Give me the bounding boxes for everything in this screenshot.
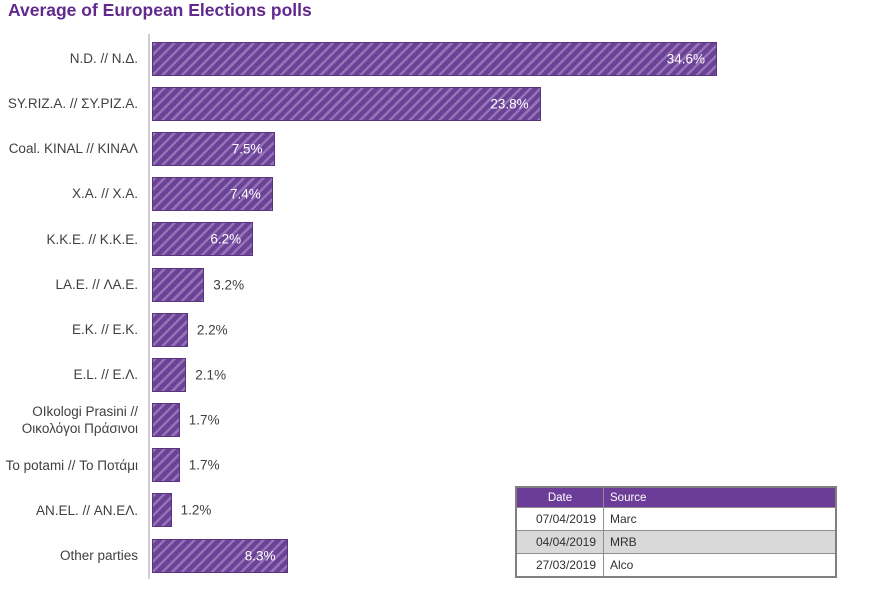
bar-track: 34.6% <box>150 41 880 76</box>
bar: 23.8% <box>152 86 541 121</box>
bar <box>152 267 205 302</box>
bar <box>152 312 188 347</box>
table-header-row: Date Source <box>515 486 837 508</box>
bar: 6.2% <box>152 222 254 257</box>
table-row: 07/04/2019 Marc <box>515 507 837 531</box>
bar <box>152 403 180 438</box>
chart-rows: N.D. // Ν.Δ. 34.6% SY.RIZ.A. // ΣΥ.ΡΙΖ.Α. 2… <box>0 36 880 578</box>
chart-row: Other parties 8.3% <box>0 533 880 578</box>
chart-row: X.A. // Χ.Α. 7.4% <box>0 172 880 217</box>
category-label: Other parties <box>59 547 138 563</box>
bar: 7.5% <box>152 131 275 166</box>
bar: 7.4% <box>152 177 273 212</box>
bar: 34.6% <box>152 41 717 76</box>
value-label: 2.2% <box>196 322 228 338</box>
chart-row: K.K.E. // Κ.Κ.Ε. 6.2% <box>0 217 880 262</box>
table-cell-source: Marc <box>603 507 837 531</box>
table-row: 27/03/2019 Alco <box>515 553 837 578</box>
chart-row: AN.EL. // ΑΝ.ΕΛ. 1.2% <box>0 488 880 533</box>
bar-track: 6.2% <box>150 222 880 257</box>
chart-row: E.L. // Ε.Λ. 2.1% <box>0 352 880 397</box>
category-label: OIkologi Prasini // Οικολόγοι Πράσινοι <box>21 403 138 437</box>
value-label: 7.5% <box>231 141 263 157</box>
bar-track: 8.3% <box>150 538 880 573</box>
bar-track: 23.8% <box>150 86 880 121</box>
category-label: E.K. // Ε.Κ. <box>71 321 138 337</box>
bar-track: 1.7% <box>150 448 880 483</box>
bar <box>152 448 180 483</box>
value-label: 3.2% <box>213 277 245 293</box>
table-cell-date: 07/04/2019 <box>515 507 604 531</box>
value-label: 6.2% <box>210 231 242 247</box>
bar-track: 2.1% <box>150 357 880 392</box>
table-row: 04/04/2019 MRB <box>515 530 837 554</box>
bar-track: 1.2% <box>150 493 880 528</box>
bar-track: 7.5% <box>150 131 880 166</box>
bar-chart: N.D. // Ν.Δ. 34.6% SY.RIZ.A. // ΣΥ.ΡΙΖ.Α. 2… <box>0 36 880 578</box>
table-cell-source: Alco <box>603 553 837 578</box>
chart-row: To potami // Το Ποτάμι 1.7% <box>0 443 880 488</box>
table-header-date: Date <box>515 486 604 508</box>
category-label: To potami // Το Ποτάμι <box>5 457 138 473</box>
value-label: 1.7% <box>188 412 220 428</box>
table-cell-date: 04/04/2019 <box>515 530 604 554</box>
table-cell-source: MRB <box>603 530 837 554</box>
category-label: E.L. // Ε.Λ. <box>73 367 138 383</box>
category-label: N.D. // Ν.Δ. <box>69 50 138 66</box>
value-label: 1.7% <box>188 457 220 473</box>
bar <box>152 493 172 528</box>
bar <box>152 357 187 392</box>
value-label: 8.3% <box>244 548 276 564</box>
bar-track: 1.7% <box>150 403 880 438</box>
value-label: 2.1% <box>195 367 227 383</box>
bar: 8.3% <box>152 538 288 573</box>
category-label: SY.RIZ.A. // ΣΥ.ΡΙΖ.Α. <box>7 96 138 111</box>
chart-row: Coal. KINAL // ΚΙΝΑΛ 7.5% <box>0 126 880 171</box>
chart-row: LA.E. // ΛΑ.Ε. 3.2% <box>0 262 880 307</box>
value-label: 7.4% <box>230 186 261 202</box>
category-label: Coal. KINAL // ΚΙΝΑΛ <box>8 141 138 157</box>
page-title: Average of European Elections polls <box>8 0 312 20</box>
chart-row: E.K. // Ε.Κ. 2.2% <box>0 307 880 352</box>
bar-track: 2.2% <box>150 312 880 347</box>
chart-row: N.D. // Ν.Δ. 34.6% <box>0 36 880 81</box>
category-label: K.K.E. // Κ.Κ.Ε. <box>46 231 138 247</box>
category-label: X.A. // Χ.Α. <box>71 186 138 202</box>
table-header-source: Source <box>603 486 837 508</box>
table-cell-date: 27/03/2019 <box>515 553 604 578</box>
value-label: 1.2% <box>180 502 212 518</box>
bar-track: 3.2% <box>150 267 880 302</box>
chart-row: SY.RIZ.A. // ΣΥ.ΡΙΖ.Α. 23.8% <box>0 81 880 126</box>
value-label: 23.8% <box>490 96 529 112</box>
value-label: 34.6% <box>666 51 705 67</box>
chart-row: OIkologi Prasini // Οικολόγοι Πράσινοι 1.… <box>0 398 880 443</box>
category-label: LA.E. // ΛΑ.Ε. <box>55 276 138 292</box>
y-axis-line <box>148 34 150 579</box>
category-label: AN.EL. // ΑΝ.ΕΛ. <box>35 502 138 518</box>
source-table: Date Source 07/04/2019 Marc 04/04/2019 MRB 2… <box>515 486 837 578</box>
bar-track: 7.4% <box>150 177 880 212</box>
